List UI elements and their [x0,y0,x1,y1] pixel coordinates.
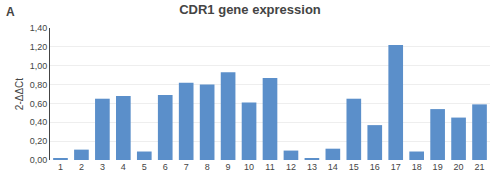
svg-text:7: 7 [184,162,189,172]
svg-text:3: 3 [100,162,105,172]
svg-text:6: 6 [163,162,168,172]
svg-text:0,40: 0,40 [30,117,48,127]
svg-text:0,20: 0,20 [30,136,48,146]
svg-text:0,80: 0,80 [30,80,48,90]
svg-text:17: 17 [391,162,401,172]
svg-text:12: 12 [286,162,296,172]
svg-text:0,00: 0,00 [30,155,48,165]
svg-text:1: 1 [58,162,63,172]
svg-text:8: 8 [205,162,210,172]
svg-text:16: 16 [370,162,380,172]
svg-text:CDR1 gene expression: CDR1 gene expression [179,2,321,17]
svg-text:13: 13 [307,162,317,172]
svg-text:20: 20 [454,162,464,172]
svg-text:5: 5 [142,162,147,172]
svg-text:0,60: 0,60 [30,99,48,109]
svg-text:2: 2 [79,162,84,172]
svg-text:18: 18 [412,162,422,172]
svg-text:1,20: 1,20 [30,42,48,52]
svg-text:19: 19 [433,162,443,172]
svg-text:21: 21 [475,162,485,172]
svg-text:11: 11 [265,162,274,172]
svg-text:15: 15 [349,162,359,172]
svg-text:4: 4 [121,162,126,172]
svg-text:1,00: 1,00 [30,61,48,71]
svg-text:9: 9 [226,162,231,172]
svg-text:A: A [6,5,15,19]
svg-text:10: 10 [244,162,254,172]
svg-text:1,40: 1,40 [30,23,48,33]
svg-text:2-ΔΔCt: 2-ΔΔCt [14,78,25,110]
svg-text:14: 14 [328,162,338,172]
